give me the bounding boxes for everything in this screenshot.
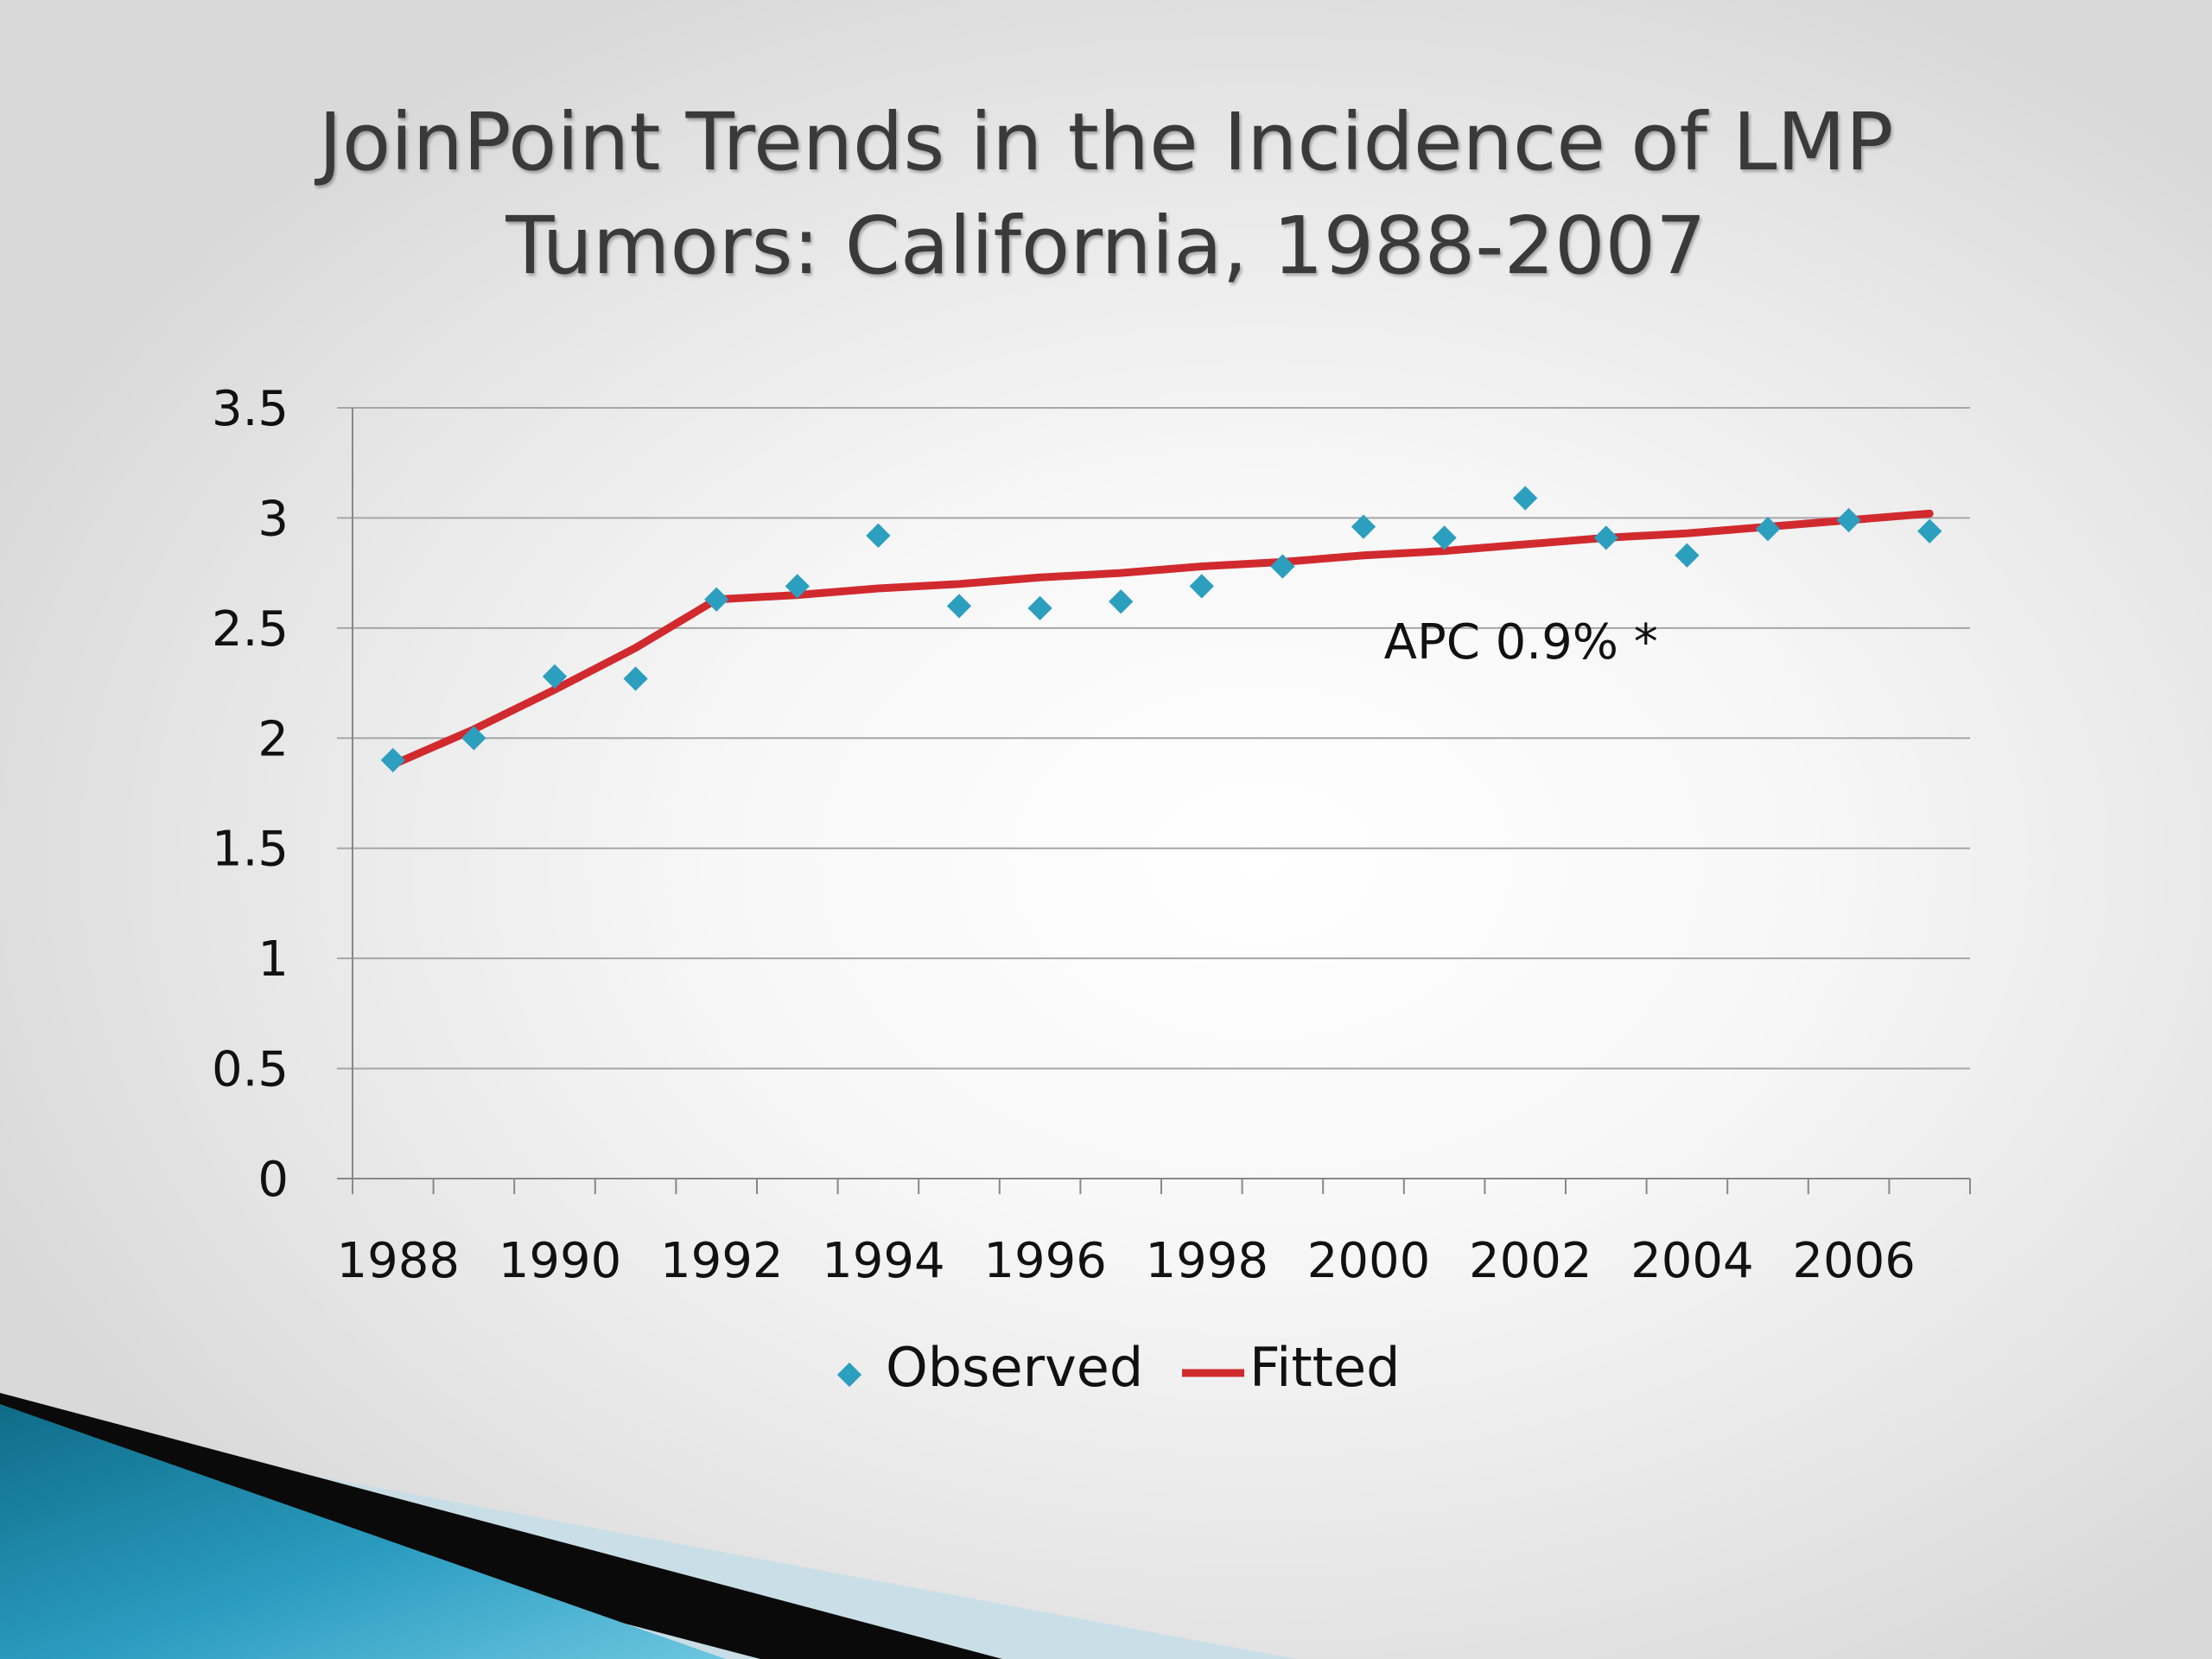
y-tick-label: 2	[257, 711, 289, 767]
slide-title: JoinPoint Trends in the Incidence of LMP…	[156, 91, 2056, 298]
x-tick-label: 2006	[1792, 1233, 1916, 1289]
decoration-black-stripe	[0, 1393, 1002, 1659]
observed-point	[1755, 517, 1781, 542]
x-tick-label: 2002	[1469, 1233, 1592, 1289]
chart-axes	[337, 408, 1971, 1194]
observed-point	[1270, 554, 1295, 579]
title-line-1: JoinPoint Trends in the Incidence of LMP	[318, 96, 1894, 188]
x-tick-label: 1990	[499, 1233, 622, 1289]
x-tick-label: 1998	[1146, 1233, 1269, 1289]
observed-point	[946, 594, 972, 619]
x-tick-label: 1988	[337, 1233, 461, 1289]
observed-point	[623, 666, 648, 691]
chart-annotations: APC 0.9% *	[1384, 614, 1658, 671]
x-axis-tick-labels: 1988 1990 1992 1994 1996 1998 2000 2002 2004 2006	[337, 1233, 1916, 1289]
annotation-apc: APC 0.9% *	[1384, 614, 1658, 671]
fitted-series	[389, 509, 1934, 769]
observed-point	[1027, 595, 1052, 621]
observed-point	[380, 747, 405, 772]
fitted-line	[389, 509, 1934, 769]
y-axis-tick-labels: 0 0.5 1 1.5 2 2.5 3 3.5	[212, 381, 289, 1208]
observed-point	[1513, 486, 1538, 511]
observed-series	[380, 486, 1942, 772]
observed-point	[785, 574, 810, 599]
legend-label-fitted: Fitted	[1249, 1336, 1401, 1399]
observed-point	[542, 664, 568, 690]
decoration-teal-wedge	[0, 1404, 726, 1659]
y-tick-label: 1.5	[212, 822, 289, 878]
y-tick-label: 1	[257, 931, 289, 988]
observed-point	[1432, 525, 1457, 550]
y-tick-label: 2.5	[212, 601, 289, 658]
legend-marker-observed	[836, 1362, 862, 1388]
observed-point	[1917, 518, 1942, 543]
chart-legend: Observed Fitted	[836, 1336, 1401, 1399]
observed-point	[1189, 574, 1214, 599]
x-tick-label: 2000	[1307, 1233, 1431, 1289]
observed-point	[1675, 543, 1700, 568]
observed-point	[866, 523, 891, 548]
observed-point	[1593, 525, 1618, 550]
x-tick-label: 2004	[1630, 1233, 1754, 1289]
y-tick-label: 3	[257, 491, 289, 547]
x-tick-label: 1996	[983, 1233, 1107, 1289]
observed-point	[461, 726, 486, 751]
y-tick-label: 3.5	[212, 381, 289, 437]
observed-point	[1109, 589, 1134, 614]
x-tick-label: 1994	[822, 1233, 945, 1289]
observed-point	[704, 587, 729, 612]
x-tick-label: 1992	[660, 1233, 784, 1289]
title-line-2: Tumors: California, 1988-2007	[505, 200, 1707, 292]
y-tick-label: 0	[257, 1152, 289, 1208]
observed-point	[1836, 507, 1861, 533]
observed-point	[1351, 514, 1376, 539]
legend-label-observed: Observed	[886, 1336, 1143, 1399]
y-tick-label: 0.5	[212, 1042, 289, 1098]
chart-gridlines	[337, 407, 1970, 1070]
